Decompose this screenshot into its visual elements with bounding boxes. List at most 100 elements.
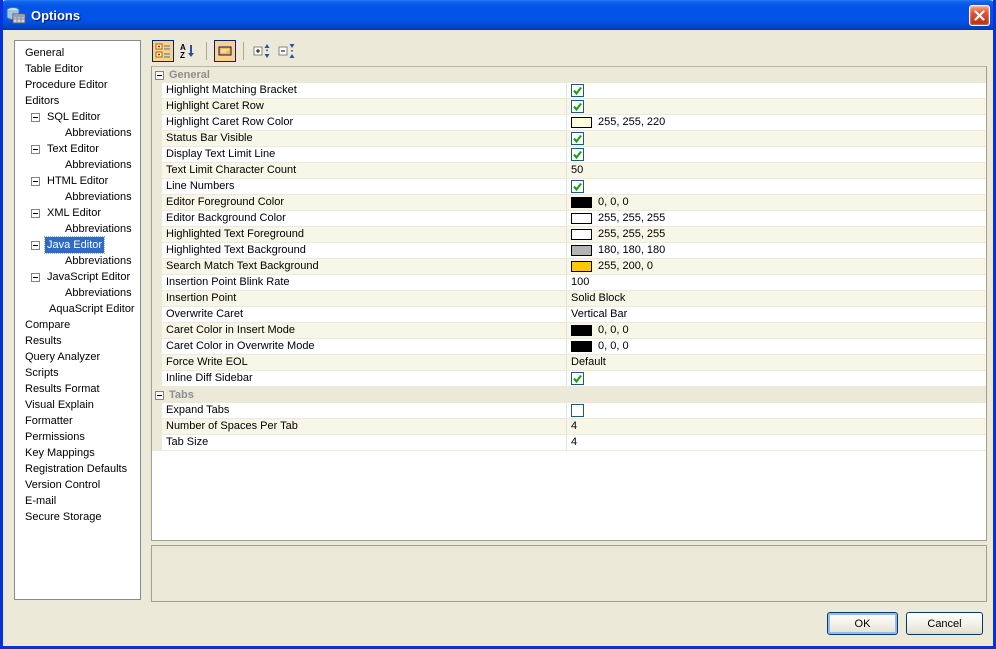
color-swatch[interactable] — [571, 213, 592, 224]
tree-item-secure-storage[interactable]: Secure Storage — [15, 509, 140, 525]
tree-item-java-editor[interactable]: Java Editor — [15, 236, 140, 254]
categorized-view-button[interactable] — [152, 40, 174, 62]
property-value — [566, 371, 986, 386]
description-pane-button[interactable] — [214, 40, 236, 62]
property-row-insertion-point-blink-rate[interactable]: Insertion Point Blink Rate 100 — [152, 275, 986, 291]
tree-item-abbreviations[interactable]: Abbreviations — [15, 157, 140, 173]
property-row-caret-color-in-overwrite-mode[interactable]: Caret Color in Overwrite Mode 0, 0, 0 — [152, 339, 986, 355]
tree-collapse-icon[interactable] — [31, 240, 40, 250]
color-swatch[interactable] — [571, 197, 592, 208]
tree-item-abbreviations[interactable]: Abbreviations — [15, 285, 140, 301]
tree-item-formatter[interactable]: Formatter — [15, 413, 140, 429]
tree-item-abbreviations[interactable]: Abbreviations — [15, 253, 140, 269]
property-row-force-write-eol[interactable]: Force Write EOL Default — [152, 355, 986, 371]
tree-item-xml-editor[interactable]: XML Editor — [15, 205, 140, 221]
property-row-highlight-caret-row-color[interactable]: Highlight Caret Row Color 255, 255, 220 — [152, 115, 986, 131]
tree-item-abbreviations[interactable]: Abbreviations — [15, 125, 140, 141]
tree-item-scripts[interactable]: Scripts — [15, 365, 140, 381]
row-gutter — [152, 163, 162, 178]
ok-button[interactable]: OK — [827, 612, 898, 635]
tree-collapse-icon[interactable] — [31, 176, 40, 186]
color-value-text: 0, 0, 0 — [598, 196, 629, 208]
property-row-inline-diff-sidebar[interactable]: Inline Diff Sidebar — [152, 371, 986, 387]
property-row-editor-background-color[interactable]: Editor Background Color 255, 255, 255 — [152, 211, 986, 227]
tree-item-results-format[interactable]: Results Format — [15, 381, 140, 397]
color-swatch[interactable] — [571, 261, 592, 272]
property-row-caret-color-in-insert-mode[interactable]: Caret Color in Insert Mode 0, 0, 0 — [152, 323, 986, 339]
property-row-line-numbers[interactable]: Line Numbers — [152, 179, 986, 195]
property-row-number-of-spaces-per-tab[interactable]: Number of Spaces Per Tab 4 — [152, 419, 986, 435]
property-row-expand-tabs[interactable]: Expand Tabs — [152, 403, 986, 419]
property-value: 100 — [566, 275, 986, 290]
property-row-status-bar-visible[interactable]: Status Bar Visible — [152, 131, 986, 147]
tree-item-procedure-editor[interactable]: Procedure Editor — [15, 77, 140, 93]
tree-item-editors[interactable]: Editors — [15, 93, 140, 109]
group-label: Tabs — [169, 389, 194, 401]
tree-item-registration-defaults[interactable]: Registration Defaults — [15, 461, 140, 477]
property-row-highlighted-text-background[interactable]: Highlighted Text Background 180, 180, 180 — [152, 243, 986, 259]
property-row-highlight-matching-bracket[interactable]: Highlight Matching Bracket — [152, 83, 986, 99]
tree-item-text-editor[interactable]: Text Editor — [15, 141, 140, 157]
property-row-editor-foreground-color[interactable]: Editor Foreground Color 0, 0, 0 — [152, 195, 986, 211]
tree-collapse-icon[interactable] — [31, 208, 40, 218]
tree-item-javascript-editor[interactable]: JavaScript Editor — [15, 269, 140, 285]
value-checkbox[interactable] — [571, 84, 584, 97]
tree-item-table-editor[interactable]: Table Editor — [15, 61, 140, 77]
tree-item-label: Formatter — [25, 415, 73, 427]
expand-all-button[interactable] — [251, 40, 273, 62]
group-collapse-icon[interactable] — [155, 70, 164, 80]
color-swatch[interactable] — [571, 117, 592, 128]
color-swatch[interactable] — [571, 341, 592, 352]
color-swatch[interactable] — [571, 245, 592, 256]
tree-item-aquascript-editor[interactable]: AquaScript Editor — [15, 301, 140, 317]
color-swatch[interactable] — [571, 325, 592, 336]
tree-item-label: Query Analyzer — [25, 351, 101, 363]
property-row-insertion-point[interactable]: Insertion Point Solid Block — [152, 291, 986, 307]
color-swatch[interactable] — [571, 229, 592, 240]
property-row-text-limit-character-count[interactable]: Text Limit Character Count 50 — [152, 163, 986, 179]
color-value-text: 0, 0, 0 — [598, 340, 629, 352]
tree-item-e-mail[interactable]: E-mail — [15, 493, 140, 509]
property-row-highlight-caret-row[interactable]: Highlight Caret Row — [152, 99, 986, 115]
tree-item-general[interactable]: General — [15, 45, 140, 61]
tree-item-query-analyzer[interactable]: Query Analyzer — [15, 349, 140, 365]
property-row-highlighted-text-foreground[interactable]: Highlighted Text Foreground 255, 255, 255 — [152, 227, 986, 243]
tree-item-sql-editor[interactable]: SQL Editor — [15, 109, 140, 125]
tree-item-abbreviations[interactable]: Abbreviations — [15, 189, 140, 205]
tree-item-version-control[interactable]: Version Control — [15, 477, 140, 493]
value-checkbox[interactable] — [571, 404, 584, 417]
value-checkbox[interactable] — [571, 132, 584, 145]
property-row-search-match-text-background[interactable]: Search Match Text Background 255, 200, 0 — [152, 259, 986, 275]
property-row-display-text-limit-line[interactable]: Display Text Limit Line — [152, 147, 986, 163]
group-collapse-icon[interactable] — [155, 390, 164, 400]
value-checkbox[interactable] — [571, 180, 584, 193]
tree-item-label: Version Control — [25, 479, 101, 491]
tree-item-abbreviations[interactable]: Abbreviations — [15, 221, 140, 237]
window-titlebar[interactable]: Options — [3, 0, 993, 30]
collapse-all-button[interactable] — [276, 40, 298, 62]
tree-item-results[interactable]: Results — [15, 333, 140, 349]
tree-collapse-icon[interactable] — [31, 144, 40, 154]
tree-item-visual-explain[interactable]: Visual Explain — [15, 397, 140, 413]
group-header-general[interactable]: General — [152, 67, 986, 83]
value-checkbox[interactable] — [571, 372, 584, 385]
group-header-tabs[interactable]: Tabs — [152, 387, 986, 403]
tree-item-html-editor[interactable]: HTML Editor — [15, 173, 140, 189]
property-row-tab-size[interactable]: Tab Size 4 — [152, 435, 986, 451]
row-gutter — [152, 435, 162, 450]
cancel-button[interactable]: Cancel — [906, 612, 983, 635]
tree-item-key-mappings[interactable]: Key Mappings — [15, 445, 140, 461]
tree-item-compare[interactable]: Compare — [15, 317, 140, 333]
value-checkbox[interactable] — [571, 148, 584, 161]
tree-item-label: Editors — [25, 95, 60, 107]
group-label: General — [169, 69, 210, 81]
value-checkbox[interactable] — [571, 100, 584, 113]
tree-collapse-icon[interactable] — [31, 272, 40, 282]
close-button[interactable] — [969, 4, 990, 26]
tree-item-permissions[interactable]: Permissions — [15, 429, 140, 445]
tree-collapse-icon[interactable] — [31, 112, 40, 122]
property-value: Default — [566, 355, 986, 370]
property-row-overwrite-caret[interactable]: Overwrite Caret Vertical Bar — [152, 307, 986, 323]
